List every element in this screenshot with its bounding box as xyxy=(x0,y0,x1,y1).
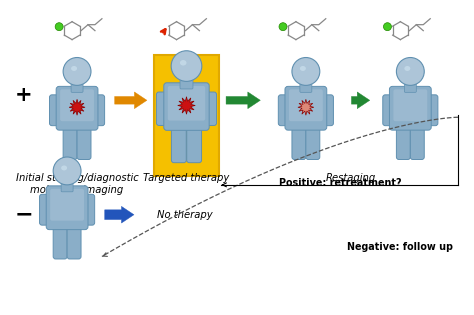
FancyBboxPatch shape xyxy=(61,182,73,192)
FancyBboxPatch shape xyxy=(180,78,193,89)
FancyBboxPatch shape xyxy=(71,83,83,92)
FancyBboxPatch shape xyxy=(292,123,306,159)
Circle shape xyxy=(55,23,63,31)
FancyBboxPatch shape xyxy=(39,194,54,225)
Text: Initial staging/diagnostic
molecular imaging: Initial staging/diagnostic molecular ima… xyxy=(16,173,138,195)
Circle shape xyxy=(53,157,81,185)
Circle shape xyxy=(383,23,392,31)
FancyBboxPatch shape xyxy=(306,123,320,159)
FancyBboxPatch shape xyxy=(202,92,217,125)
Ellipse shape xyxy=(180,60,186,66)
Text: Targeted therapy: Targeted therapy xyxy=(143,173,229,183)
FancyBboxPatch shape xyxy=(46,186,88,230)
Text: +: + xyxy=(14,85,32,105)
Text: Negative: follow up: Negative: follow up xyxy=(347,242,453,252)
FancyBboxPatch shape xyxy=(187,123,201,163)
Text: No therapy: No therapy xyxy=(156,210,212,220)
FancyBboxPatch shape xyxy=(404,83,416,92)
Ellipse shape xyxy=(404,66,410,71)
Text: −: − xyxy=(14,205,33,225)
Circle shape xyxy=(279,23,287,31)
FancyBboxPatch shape xyxy=(289,89,323,121)
Ellipse shape xyxy=(71,66,77,71)
FancyBboxPatch shape xyxy=(81,194,95,225)
FancyBboxPatch shape xyxy=(156,92,171,125)
FancyBboxPatch shape xyxy=(50,189,84,221)
Circle shape xyxy=(63,58,91,85)
FancyBboxPatch shape xyxy=(278,95,292,126)
FancyBboxPatch shape xyxy=(300,83,312,92)
FancyBboxPatch shape xyxy=(67,222,81,259)
Text: Restaging: Restaging xyxy=(326,173,376,183)
FancyBboxPatch shape xyxy=(60,89,94,121)
FancyBboxPatch shape xyxy=(383,95,397,126)
FancyBboxPatch shape xyxy=(77,123,91,159)
FancyBboxPatch shape xyxy=(393,89,427,121)
Polygon shape xyxy=(298,99,314,115)
Ellipse shape xyxy=(61,165,67,170)
FancyBboxPatch shape xyxy=(319,95,333,126)
FancyBboxPatch shape xyxy=(63,123,77,159)
FancyBboxPatch shape xyxy=(91,95,105,126)
FancyBboxPatch shape xyxy=(49,95,64,126)
Circle shape xyxy=(396,58,424,85)
FancyBboxPatch shape xyxy=(56,86,98,130)
FancyBboxPatch shape xyxy=(396,123,410,159)
Polygon shape xyxy=(69,99,85,115)
Circle shape xyxy=(171,51,202,81)
FancyBboxPatch shape xyxy=(285,86,327,130)
Polygon shape xyxy=(178,97,195,114)
FancyBboxPatch shape xyxy=(154,54,219,176)
FancyBboxPatch shape xyxy=(172,123,186,163)
Ellipse shape xyxy=(300,66,306,71)
Circle shape xyxy=(292,58,320,85)
FancyBboxPatch shape xyxy=(53,222,67,259)
FancyBboxPatch shape xyxy=(410,123,424,159)
FancyBboxPatch shape xyxy=(168,86,205,121)
FancyBboxPatch shape xyxy=(164,83,209,130)
FancyBboxPatch shape xyxy=(424,95,438,126)
Text: Positive: retreatment?: Positive: retreatment? xyxy=(279,178,402,188)
FancyBboxPatch shape xyxy=(390,86,431,130)
